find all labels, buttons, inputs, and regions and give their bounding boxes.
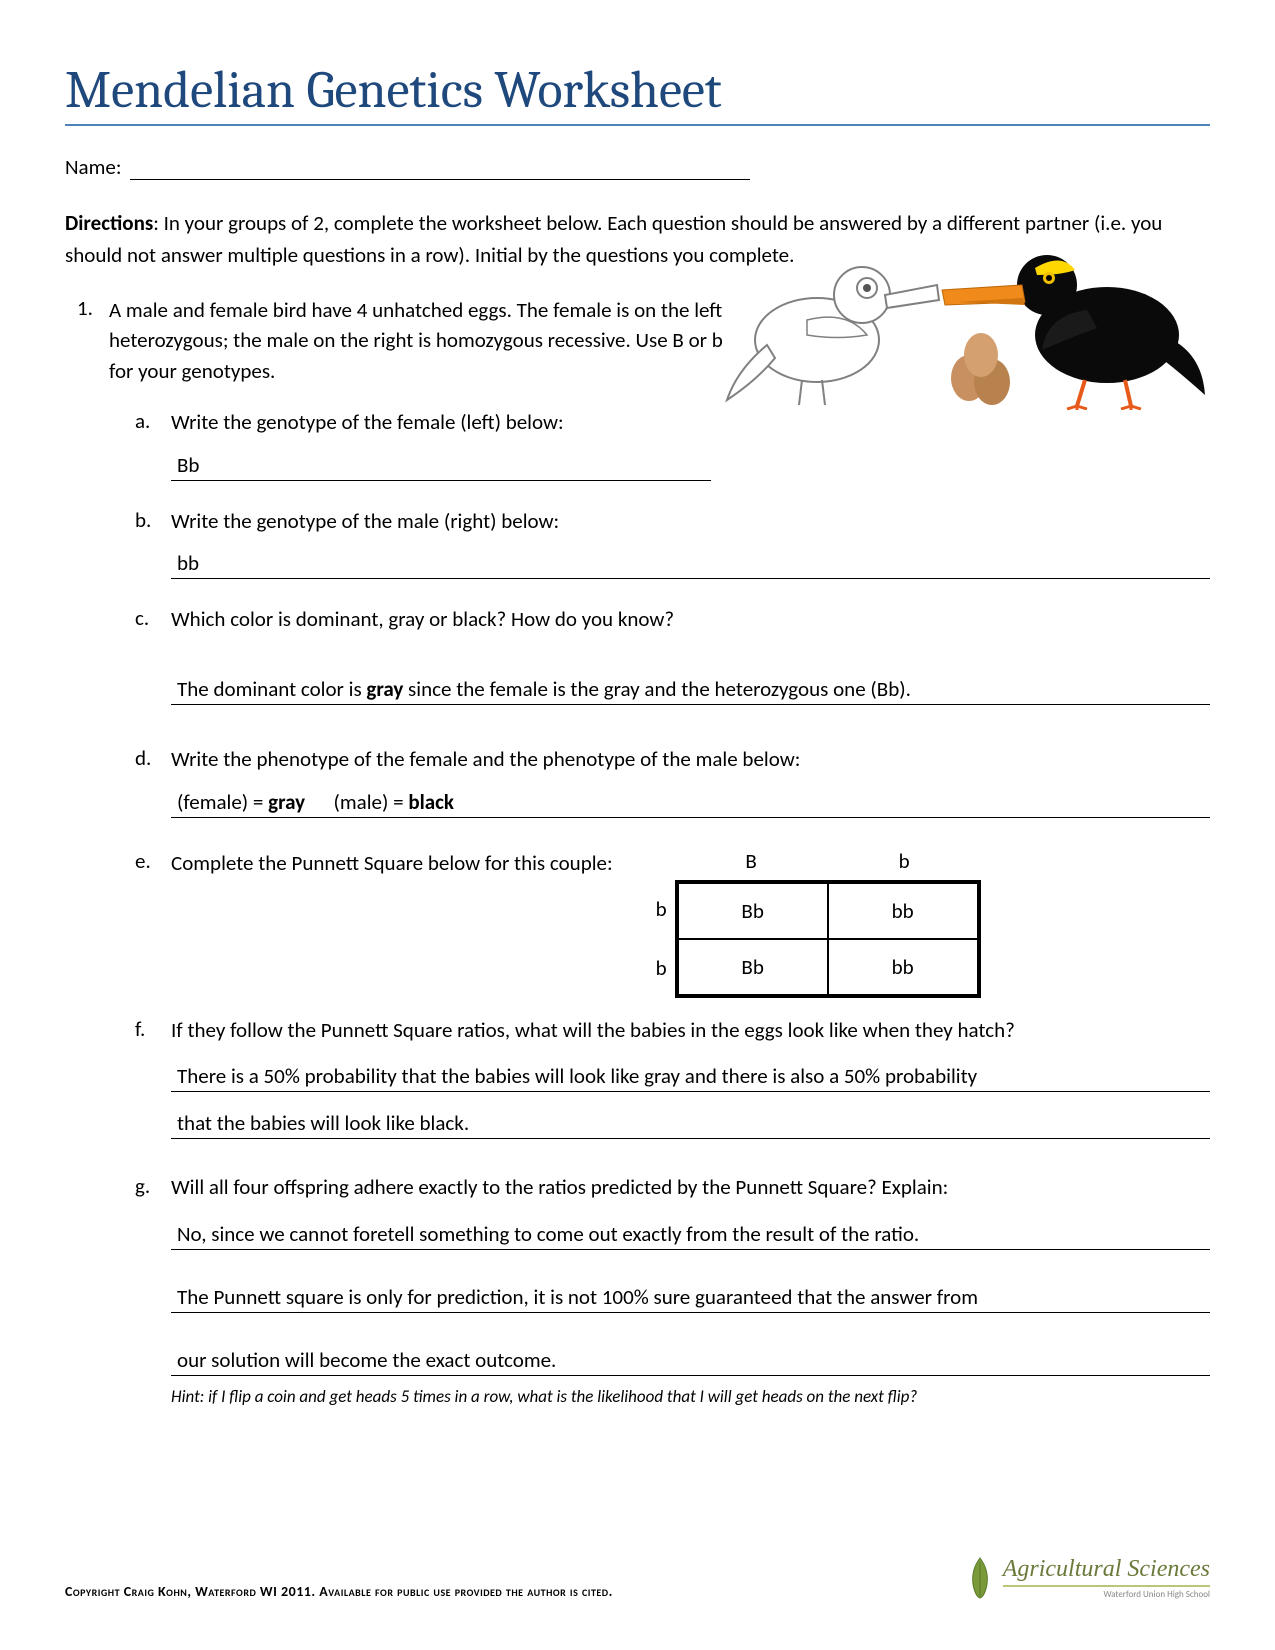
- q1f-answer-2[interactable]: that the babies will look like black.: [171, 1104, 1210, 1139]
- q1c-question: Which color is dominant, gray or black? …: [171, 605, 1210, 634]
- punnett-side-1: b: [649, 881, 675, 937]
- punnett-cell-2-1[interactable]: Bb: [678, 939, 828, 995]
- q1d-answer[interactable]: (female) = gray (male) = black: [171, 783, 1210, 818]
- q1d-female-val: gray: [268, 789, 305, 815]
- name-label: Name:: [65, 154, 121, 180]
- q1a-question: Write the genotype of the female (left) …: [171, 408, 1210, 437]
- leaf-icon: [963, 1556, 997, 1600]
- directions-label: Directions: [65, 210, 153, 236]
- q1d-male-label: (male) =: [305, 789, 408, 815]
- q1e: e. Complete the Punnett Square below for…: [171, 848, 1210, 998]
- q1f-letter: f.: [135, 1016, 145, 1042]
- q1c-ans-bold: gray: [366, 676, 403, 702]
- q1a: a. Write the genotype of the female (lef…: [171, 408, 1210, 480]
- q1g-question: Will all four offspring adhere exactly t…: [171, 1173, 1210, 1202]
- punnett-top-row: B b: [649, 848, 981, 874]
- q1g-hint: Hint: if I flip a coin and get heads 5 t…: [171, 1386, 1210, 1407]
- q1f: f. If they follow the Punnett Square rat…: [171, 1016, 1210, 1045]
- name-input-line[interactable]: [130, 179, 750, 180]
- q1b: b. Write the genotype of the male (right…: [171, 507, 1210, 579]
- q1d-female-label: (female) =: [177, 789, 268, 815]
- q1a-answer[interactable]: Bb: [171, 446, 711, 481]
- q1c: c. Which color is dominant, gray or blac…: [171, 605, 1210, 634]
- q1-intro: A male and female bird have 4 unhatched …: [109, 295, 729, 386]
- q1b-letter: b.: [135, 507, 151, 533]
- q1c-letter: c.: [135, 605, 149, 631]
- q1c-ans-post: since the female is the gray and the het…: [403, 676, 911, 702]
- copyright-text: Copyright Craig Kohn, Waterford WI 2011.…: [65, 1583, 613, 1600]
- q1f-question: If they follow the Punnett Square ratios…: [171, 1016, 1210, 1045]
- page-title: Mendelian Genetics Worksheet: [65, 60, 1210, 126]
- q1g-answer-3[interactable]: our solution will become the exact outco…: [171, 1341, 1210, 1376]
- punnett-square: B b b b Bb bb Bb bb: [649, 848, 981, 998]
- q1g-answer-1[interactable]: No, since we cannot foretell something t…: [171, 1215, 1210, 1250]
- q1g-answer-2[interactable]: The Punnett square is only for predictio…: [171, 1278, 1210, 1313]
- q1d: d. Write the phenotype of the female and…: [171, 745, 1210, 817]
- punnett-grid: Bb bb Bb bb: [675, 880, 981, 998]
- q1e-letter: e.: [135, 848, 151, 874]
- q1g-letter: g.: [135, 1173, 150, 1199]
- punnett-top-1: B: [676, 848, 826, 874]
- q1a-letter: a.: [135, 408, 150, 434]
- q1d-question: Write the phenotype of the female and th…: [171, 745, 1210, 774]
- q1c-answer[interactable]: The dominant color is gray since the fem…: [171, 670, 1210, 705]
- q1d-male-val: black: [408, 789, 454, 815]
- q1g: g. Will all four offspring adhere exactl…: [171, 1173, 1210, 1202]
- name-row: Name:: [65, 154, 1210, 180]
- q1-number: 1.: [77, 295, 93, 321]
- punnett-top-2: b: [829, 848, 979, 874]
- punnett-side-2: b: [649, 940, 675, 996]
- q1d-letter: d.: [135, 745, 151, 771]
- logo-text: Agricultural Sciences: [1003, 1556, 1210, 1587]
- footer-logo: Agricultural Sciences Waterford Union Hi…: [963, 1556, 1210, 1600]
- q1e-question: Complete the Punnett Square below for th…: [171, 848, 613, 876]
- punnett-cell-1-2[interactable]: bb: [828, 883, 978, 939]
- q1c-ans-pre: The dominant color is: [177, 676, 366, 702]
- punnett-cell-2-2[interactable]: bb: [828, 939, 978, 995]
- q1b-answer[interactable]: bb: [171, 544, 1210, 579]
- question-1: 1. A male and female bird have 4 unhatch…: [109, 295, 1210, 1407]
- q1b-question: Write the genotype of the male (right) b…: [171, 507, 1210, 536]
- q1f-answer-1[interactable]: There is a 50% probability that the babi…: [171, 1057, 1210, 1092]
- logo-subtext: Waterford Union High School: [1003, 1589, 1210, 1600]
- footer: Copyright Craig Kohn, Waterford WI 2011.…: [65, 1556, 1210, 1600]
- punnett-cell-1-1[interactable]: Bb: [678, 883, 828, 939]
